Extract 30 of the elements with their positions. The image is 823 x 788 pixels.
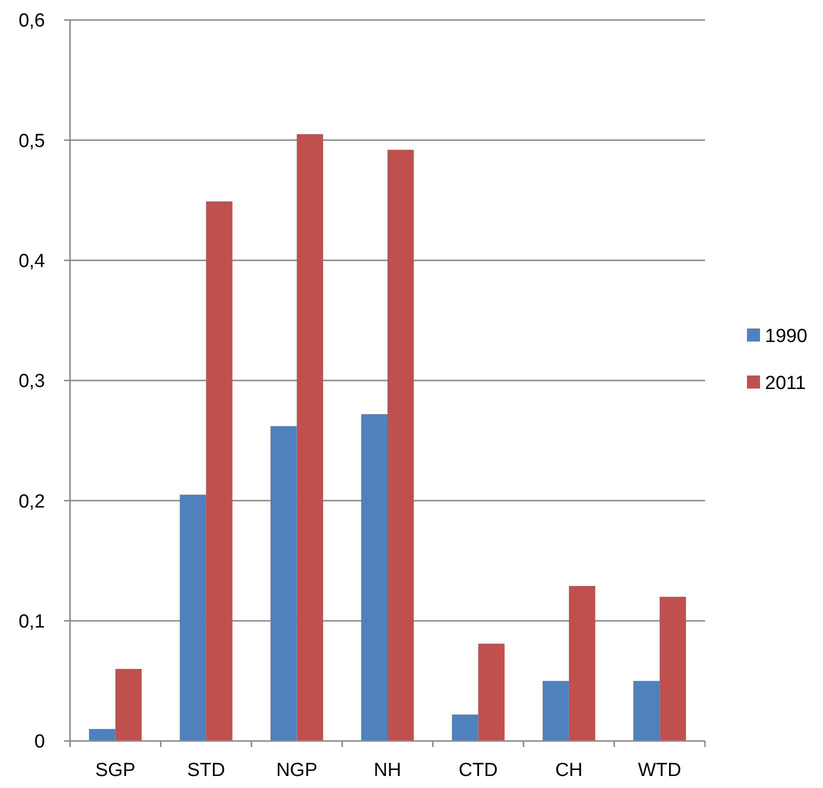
bar — [478, 644, 505, 741]
x-tick-label: CH — [555, 760, 583, 781]
x-tick-label: NH — [374, 760, 402, 781]
x-tick-label: CTD — [458, 760, 498, 781]
y-tick-label: 0,3 — [18, 371, 45, 392]
y-tick-label: 0,5 — [18, 130, 45, 152]
bar — [660, 596, 686, 741]
legend-label: 2011 — [765, 373, 806, 394]
bar — [542, 680, 569, 741]
bar — [633, 680, 660, 741]
bar — [89, 728, 116, 741]
bar — [568, 586, 596, 741]
x-tick-label: WTD — [638, 760, 682, 781]
y-tick-label: 0,6 — [18, 10, 45, 32]
bar — [206, 201, 232, 741]
x-tick-label: NGP — [276, 760, 318, 781]
bar — [452, 714, 478, 741]
bar — [361, 414, 388, 741]
y-tick-label: 0,4 — [18, 250, 46, 272]
bar — [115, 668, 142, 741]
bar — [388, 150, 414, 741]
legend-label: 1990 — [765, 326, 808, 348]
bar — [296, 134, 324, 741]
y-tick-label: 0,2 — [18, 491, 45, 512]
bar — [180, 494, 206, 741]
x-tick-label: SGP — [95, 760, 136, 781]
bar — [270, 426, 297, 741]
y-tick-label: 0 — [34, 732, 45, 753]
x-tick-label: STD — [187, 760, 226, 781]
y-tick-label: 0,1 — [18, 611, 45, 632]
